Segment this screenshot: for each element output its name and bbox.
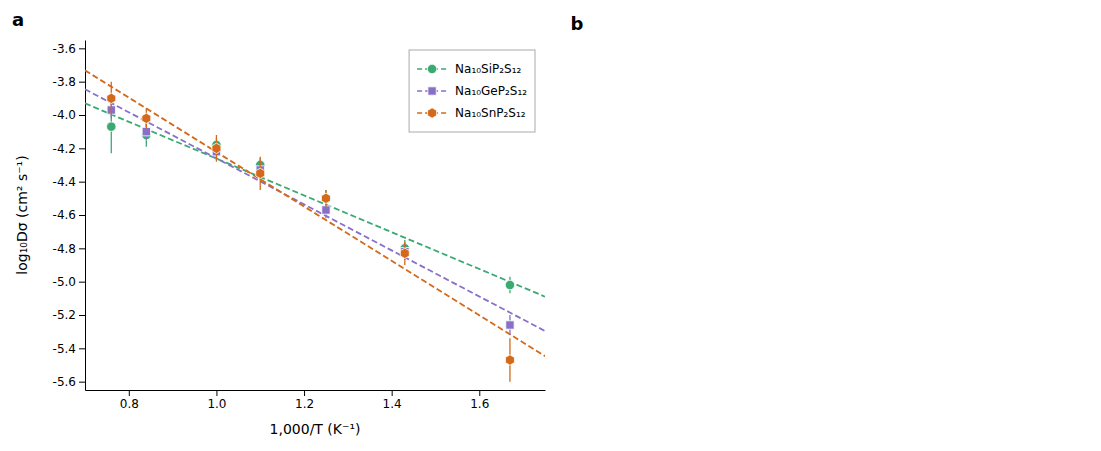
- panel-label: a: [12, 9, 24, 30]
- legend-label: Na₁₀SiP₂S₁₂: [455, 62, 521, 76]
- y-axis-tick-mark: [79, 248, 85, 249]
- point: [212, 143, 221, 153]
- legend-box: [409, 50, 535, 132]
- y-axis: -5.6 -5.4 -5.2 -5.0 -4.8 -4.6 -4.4 -4.2 -4.0 -3.8…: [53, 41, 86, 391]
- point: [322, 206, 330, 214]
- legend: Na₁₀SiP₂S₁₂ Na₁₀GeP₂S₁₂ Na₁₀SnP₂S₁₂: [409, 50, 535, 132]
- x-axis-tick-label: 0.8: [120, 397, 139, 411]
- x-axis-tick-mark: [392, 390, 393, 396]
- point: [506, 321, 514, 329]
- y-axis-tick-mark: [79, 315, 85, 316]
- x-axis-tick: 1.2: [295, 390, 314, 411]
- point: [107, 93, 116, 103]
- y-axis-tick: -4.6: [53, 208, 85, 222]
- legend-label: Na₁₀GeP₂S₁₂: [455, 84, 527, 98]
- point: [505, 355, 514, 365]
- point: [256, 168, 265, 178]
- y-axis-title: log₁₀Dσ (cm² s⁻¹): [14, 155, 30, 274]
- x-axis-tick-mark: [216, 390, 217, 396]
- y-axis-tick: -3.6: [53, 42, 85, 56]
- point: [400, 248, 409, 258]
- legend-marker: [427, 64, 436, 73]
- y-axis-tick-mark: [79, 215, 85, 216]
- y-axis-tick-label: -3.6: [53, 42, 76, 56]
- y-axis-tick: -5.6: [53, 375, 85, 389]
- y-axis-tick-mark: [79, 115, 85, 116]
- x-axis-tick-mark: [129, 390, 130, 396]
- x-axis-tick-mark: [479, 390, 480, 396]
- legend-label: Na₁₀SnP₂S₁₂: [455, 106, 526, 120]
- y-axis-tick-mark: [79, 82, 85, 83]
- legend-marker: [428, 108, 437, 118]
- point: [321, 194, 330, 203]
- y-axis-tick-mark: [79, 48, 85, 49]
- y-axis-tick-mark: [79, 382, 85, 383]
- x-axis-tick: 0.8: [120, 390, 139, 411]
- y-axis-tick: -5.2: [53, 308, 85, 322]
- x-axis-line: [86, 390, 546, 391]
- y-axis-tick-label: -5.6: [53, 375, 76, 389]
- y-axis-tick: -4.4: [53, 175, 85, 189]
- legend-marker: [428, 87, 436, 95]
- y-axis-tick-mark: [79, 148, 85, 149]
- y-axis-tick-label: -4.0: [53, 108, 76, 122]
- y-axis-tick: -5.0: [53, 275, 85, 289]
- y-axis-tick: -5.4: [53, 342, 85, 356]
- panel-label: b: [571, 13, 584, 34]
- x-axis-tick: 1.4: [383, 390, 402, 411]
- y-axis-tick: -4.2: [53, 142, 85, 156]
- y-axis-tick-label: -5.4: [53, 342, 76, 356]
- x-axis-tick-label: 1.0: [207, 397, 226, 411]
- x-axis-tick-label: 1.6: [470, 397, 489, 411]
- x-axis-tick-label: 1.2: [295, 397, 314, 411]
- y-axis-tick-label: -5.2: [53, 308, 76, 322]
- series: [107, 102, 514, 335]
- y-axis-tick-mark: [79, 182, 85, 183]
- x-axis-tick: 1.6: [470, 390, 489, 411]
- y-axis-tick: -4.0: [53, 108, 85, 122]
- chart: 0.81.01.21.41.6-5.6-5.4-5.2-5.0-4.8-4.6-…: [0, 0, 1101, 451]
- x-axis-tick: 1.0: [207, 390, 226, 411]
- y-axis-tick-mark: [79, 348, 85, 349]
- point: [321, 193, 330, 203]
- x-axis-tick-label: 1.4: [383, 397, 402, 411]
- plot-area: [85, 70, 545, 381]
- y-axis-tick-label: -4.8: [53, 242, 76, 256]
- point: [142, 127, 150, 135]
- y-axis-tick: -4.8: [53, 242, 85, 256]
- y-axis-tick-label: -4.6: [53, 208, 76, 222]
- x-axis: 0.8 1.0 1.2 1.4 1.6: [86, 390, 546, 411]
- point: [107, 122, 116, 131]
- x-axis-tick-mark: [304, 390, 305, 396]
- y-axis-line: [85, 41, 86, 391]
- fit-line: [85, 70, 545, 356]
- y-axis-tick-label: -4.4: [53, 175, 76, 189]
- point: [142, 113, 151, 123]
- y-axis-tick: -3.8: [53, 75, 85, 89]
- x-axis-title: 1,000/T (K⁻¹): [270, 421, 361, 437]
- y-axis-tick-label: -5.0: [53, 275, 76, 289]
- y-axis-tick-label: -3.8: [53, 75, 76, 89]
- y-axis-tick-label: -4.2: [53, 142, 76, 156]
- y-axis-tick-mark: [79, 282, 85, 283]
- point: [505, 280, 514, 289]
